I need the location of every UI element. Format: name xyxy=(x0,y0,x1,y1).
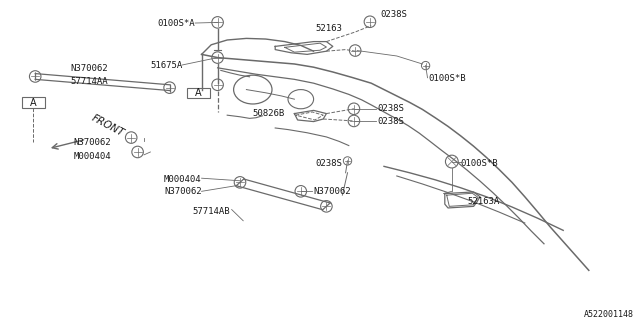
Bar xyxy=(187,88,210,98)
Text: 0238S: 0238S xyxy=(378,117,404,126)
Text: A: A xyxy=(195,88,202,98)
Text: FRONT: FRONT xyxy=(90,113,125,138)
Text: 52163: 52163 xyxy=(316,24,342,33)
Text: 0100S*B: 0100S*B xyxy=(429,74,467,83)
Text: 57714AA: 57714AA xyxy=(70,77,108,86)
Text: 0238S: 0238S xyxy=(316,159,342,168)
Text: N370062: N370062 xyxy=(70,64,108,73)
Text: N370062: N370062 xyxy=(74,138,111,147)
Text: 0238S: 0238S xyxy=(381,10,408,19)
Text: N370062: N370062 xyxy=(164,188,202,196)
Text: A: A xyxy=(30,98,36,108)
Text: N370062: N370062 xyxy=(314,188,351,196)
Text: M000404: M000404 xyxy=(164,175,202,184)
Text: 57714AB: 57714AB xyxy=(193,207,230,216)
Text: 51675A: 51675A xyxy=(150,61,182,70)
Bar xyxy=(22,97,45,108)
Text: M000404: M000404 xyxy=(74,152,111,161)
Text: 0100S*B: 0100S*B xyxy=(461,159,499,168)
Text: 50826B: 50826B xyxy=(253,109,285,118)
Text: 52163A: 52163A xyxy=(467,197,499,206)
Text: 0238S: 0238S xyxy=(378,104,404,113)
Text: 0100S*A: 0100S*A xyxy=(157,20,195,28)
Text: A522001148: A522001148 xyxy=(584,310,634,319)
